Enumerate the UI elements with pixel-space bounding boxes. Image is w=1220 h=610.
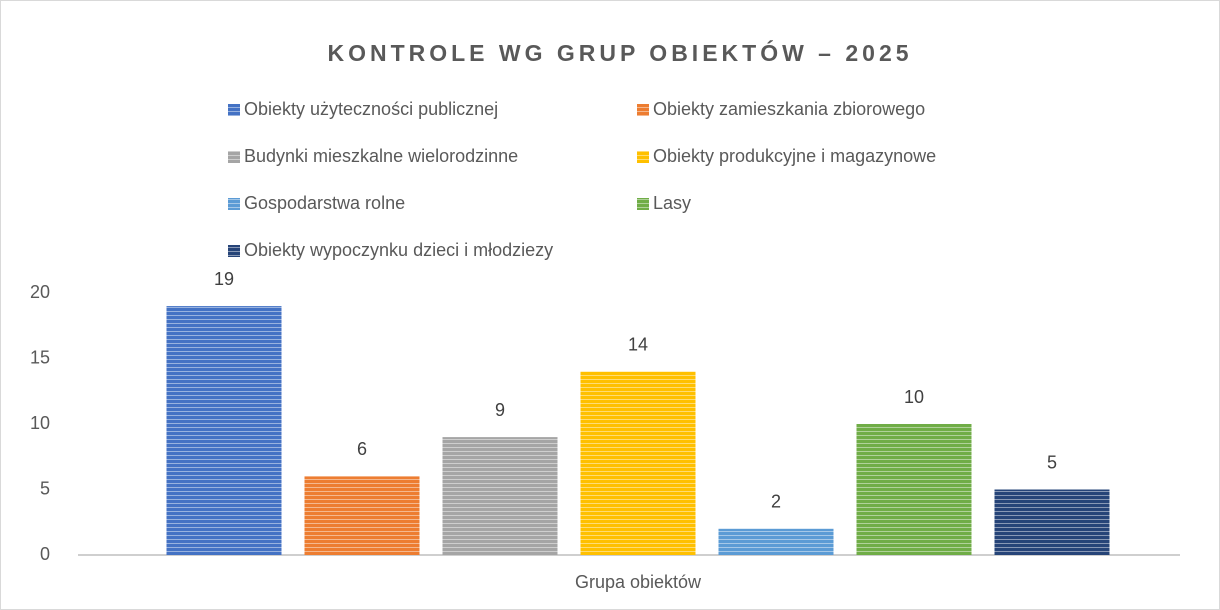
legend-swatch [228, 151, 240, 163]
data-label: 5 [1047, 452, 1057, 472]
y-tick-label: 15 [30, 347, 50, 367]
y-tick-label: 5 [40, 478, 50, 498]
bar [994, 489, 1110, 555]
legend-label: Gospodarstwa rolne [244, 193, 405, 213]
data-label: 9 [495, 400, 505, 420]
bar [304, 476, 420, 555]
bar [442, 437, 558, 555]
y-tick-label: 10 [30, 413, 50, 433]
y-tick-label: 0 [40, 544, 50, 564]
legend-swatch [637, 198, 649, 210]
bar [718, 528, 834, 555]
legend-label: Budynki mieszkalne wielorodzinne [244, 146, 518, 166]
chart-title: KONTROLE WG GRUP OBIEKTÓW – 2025 [327, 39, 912, 66]
data-label: 2 [771, 492, 781, 512]
legend-label: Obiekty zamieszkania zbiorowego [653, 99, 925, 119]
legend-label: Obiekty użyteczności publicznej [244, 99, 498, 119]
legend-swatch [228, 245, 240, 257]
bar [580, 371, 696, 555]
y-tick-label: 20 [30, 282, 50, 302]
bar [166, 306, 282, 555]
legend-swatch [637, 104, 649, 116]
data-label: 10 [904, 387, 924, 407]
legend-label: Obiekty produkcyjne i magazynowe [653, 146, 936, 166]
legend-label: Lasy [653, 193, 691, 213]
bar [856, 424, 972, 555]
legend-swatch [228, 104, 240, 116]
x-tick-label: Grupa obiektów [575, 572, 702, 592]
data-label: 6 [357, 439, 367, 459]
legend-label: Obiekty wypoczynku dzieci i młodziezy [244, 240, 553, 260]
data-label: 14 [628, 334, 648, 354]
data-label: 19 [214, 269, 234, 289]
legend-swatch [228, 198, 240, 210]
legend-swatch [637, 151, 649, 163]
